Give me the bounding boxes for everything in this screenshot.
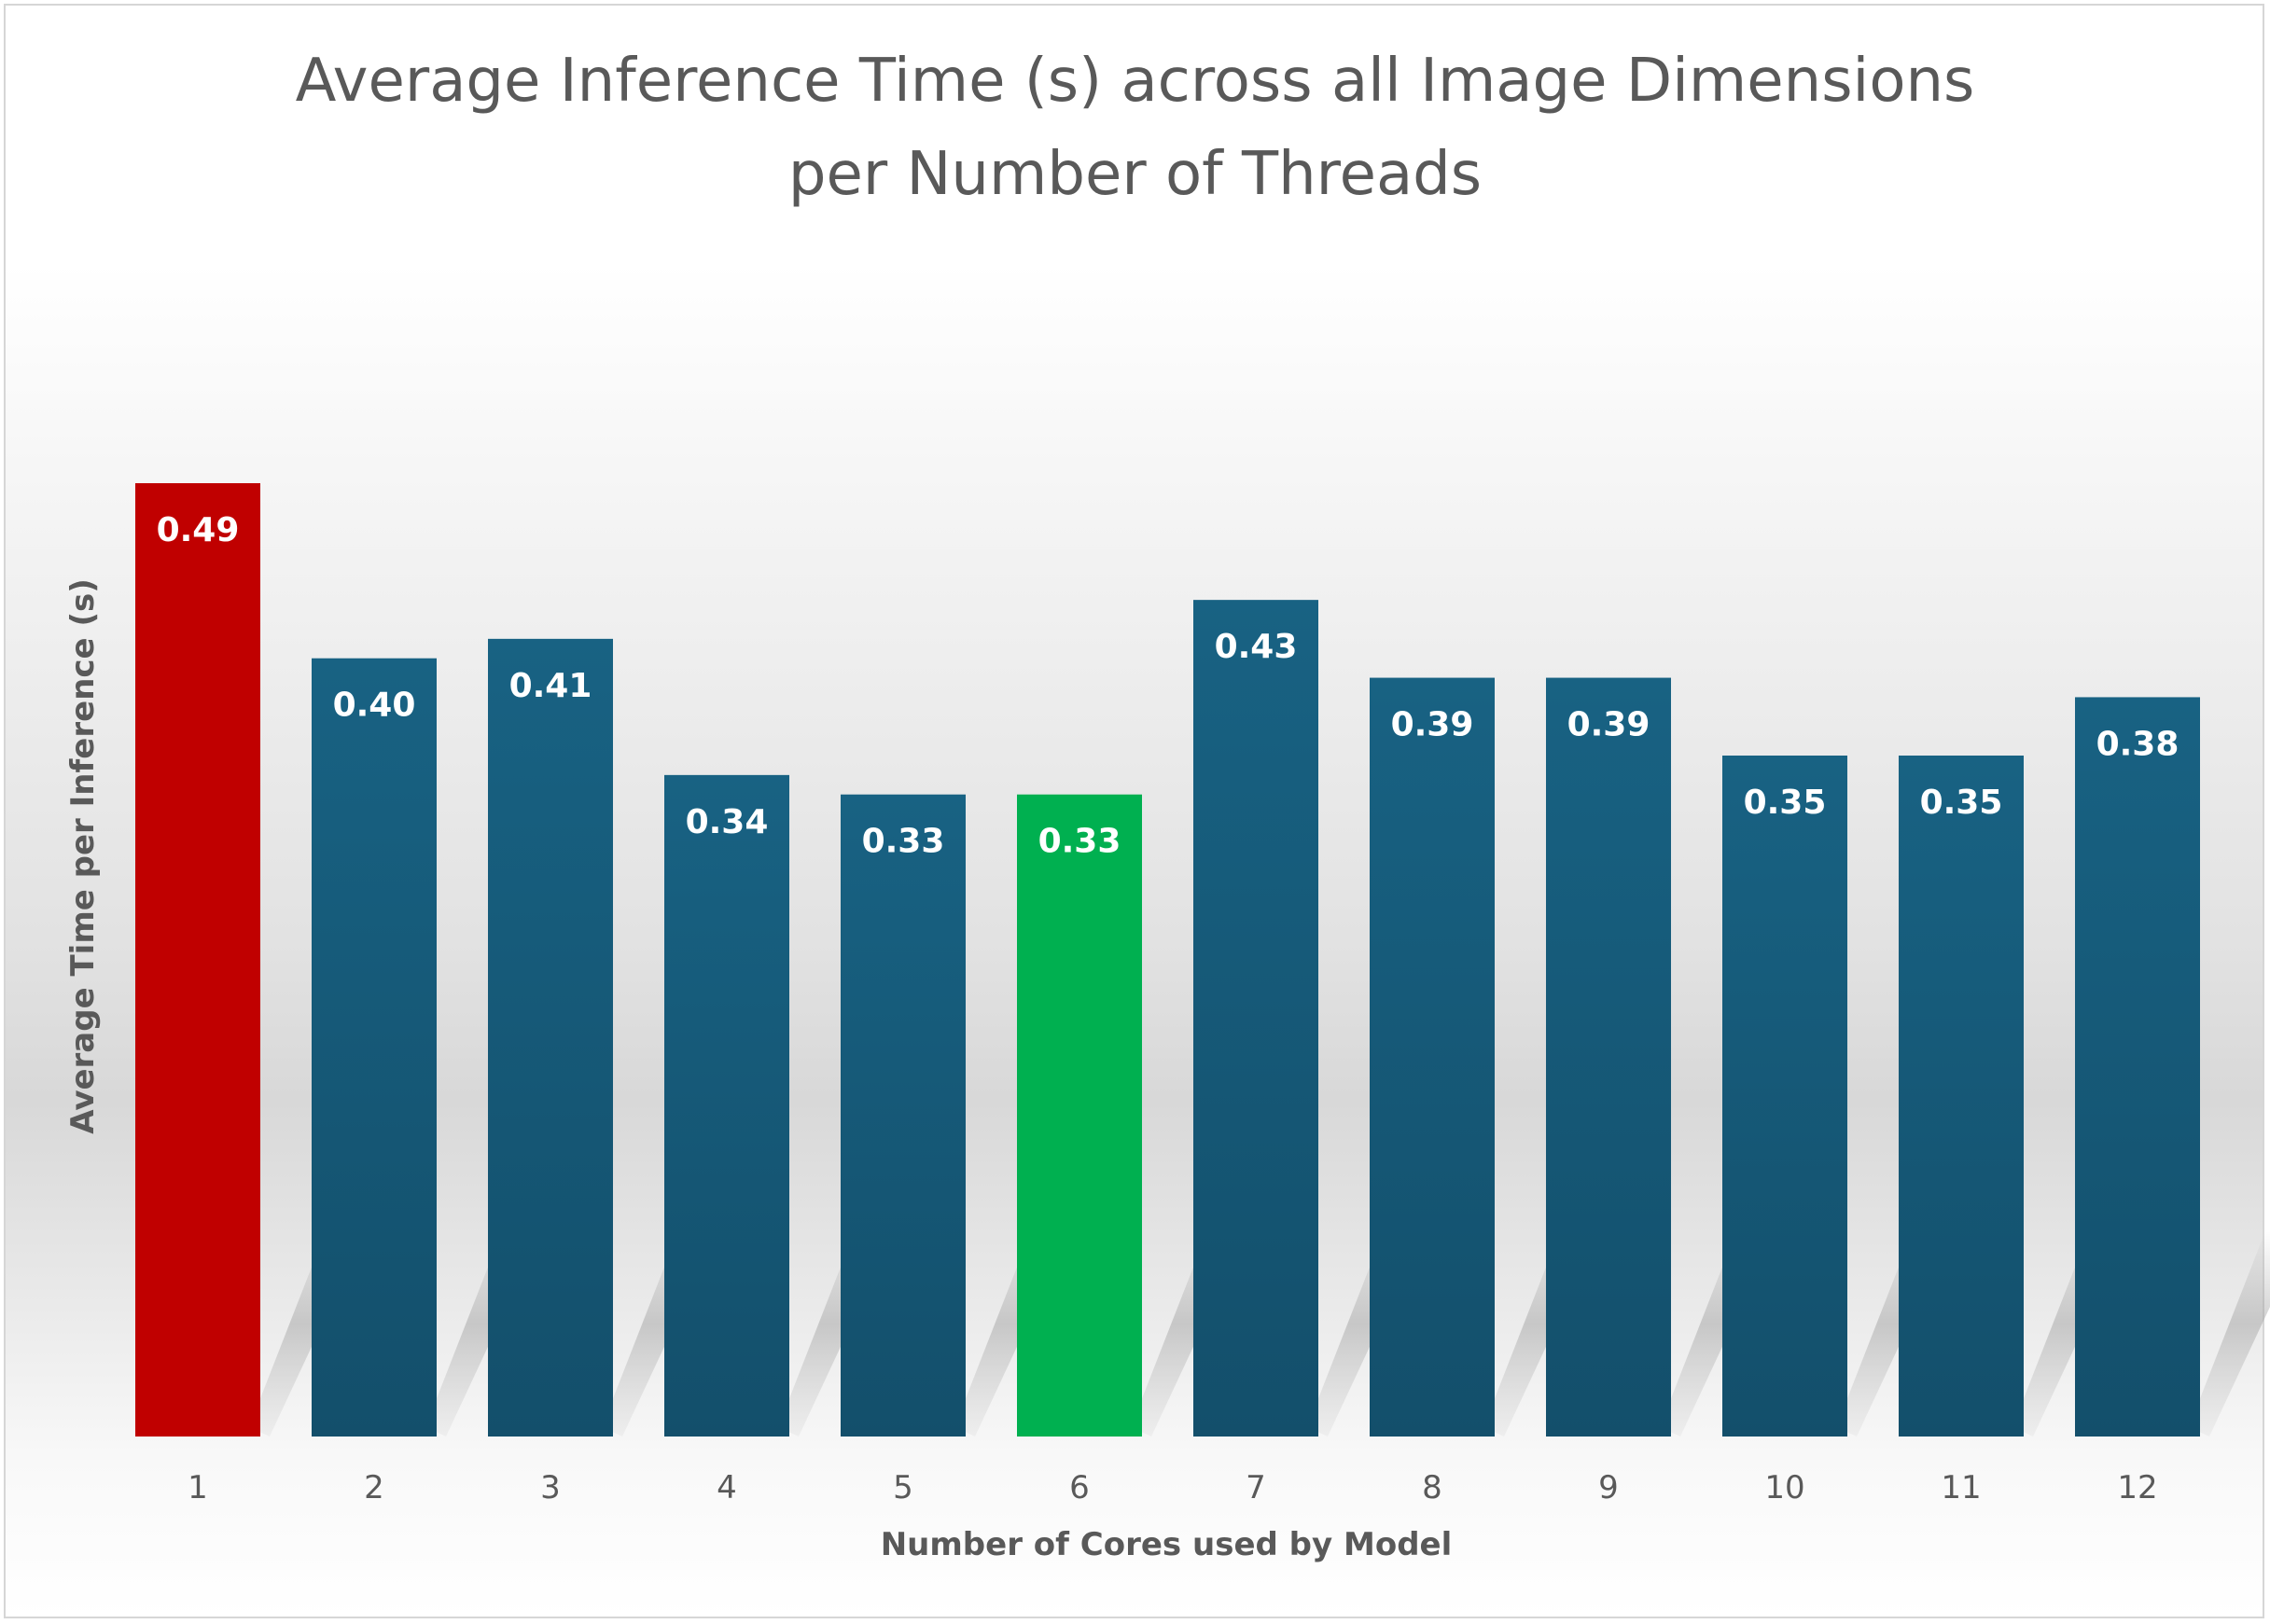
x-tick-label-12: 12 — [2117, 1469, 2157, 1506]
data-label-7: 0.43 — [1215, 628, 1298, 666]
bar-1 — [135, 483, 260, 1437]
x-tick-label-11: 11 — [1941, 1469, 1981, 1506]
x-tick-label-10: 10 — [1764, 1469, 1804, 1506]
data-label-3: 0.41 — [509, 667, 592, 705]
y-axis-label: Average Time per Inference (s) — [64, 578, 102, 1134]
chart-title-line-1: Average Inference Time (s) across all Im… — [295, 47, 1975, 116]
bar-8 — [1370, 677, 1495, 1437]
x-tick-label-1: 1 — [188, 1469, 208, 1506]
x-tick-label-8: 8 — [1422, 1469, 1442, 1506]
x-tick-labels-group: 1 2 3 4 5 6 7 8 9 10 11 12 — [188, 1469, 2157, 1506]
bar-11 — [1899, 756, 2024, 1437]
bar-9 — [1546, 677, 1671, 1437]
data-label-2: 0.40 — [333, 687, 416, 725]
x-tick-label-9: 9 — [1598, 1469, 1619, 1506]
x-tick-label-2: 2 — [364, 1469, 384, 1506]
data-label-4: 0.34 — [686, 803, 769, 841]
bars-group — [135, 483, 2200, 1437]
data-label-12: 0.38 — [2096, 725, 2179, 763]
bar-3 — [488, 638, 613, 1437]
data-labels-group: 0.49 0.40 0.41 0.34 0.33 0.33 0.43 0.39 0.39 0.35… — [157, 511, 2179, 861]
bar-12 — [2075, 697, 2200, 1437]
x-tick-label-4: 4 — [717, 1469, 737, 1506]
x-axis-label: Number of Cores used by Model — [881, 1526, 1453, 1563]
bar-4 — [664, 774, 789, 1437]
x-tick-label-5: 5 — [893, 1469, 913, 1506]
x-tick-label-3: 3 — [540, 1469, 561, 1506]
data-label-10: 0.35 — [1744, 784, 1827, 822]
bar-shadow — [2189, 1231, 2270, 1437]
data-label-9: 0.39 — [1567, 706, 1650, 744]
bar-6 — [1017, 794, 1142, 1437]
bar-5 — [841, 794, 966, 1437]
bar-2 — [312, 658, 437, 1437]
data-label-6: 0.33 — [1038, 823, 1121, 861]
x-tick-label-6: 6 — [1069, 1469, 1090, 1506]
data-label-8: 0.39 — [1391, 706, 1474, 744]
bar-7 — [1193, 600, 1318, 1437]
data-label-5: 0.33 — [862, 823, 945, 861]
data-label-11: 0.35 — [1920, 784, 2003, 822]
data-label-1: 0.49 — [157, 511, 240, 549]
chart-title-line-2: per Number of Threads — [787, 140, 1483, 209]
bar-10 — [1722, 756, 1847, 1437]
x-tick-label-7: 7 — [1246, 1469, 1266, 1506]
